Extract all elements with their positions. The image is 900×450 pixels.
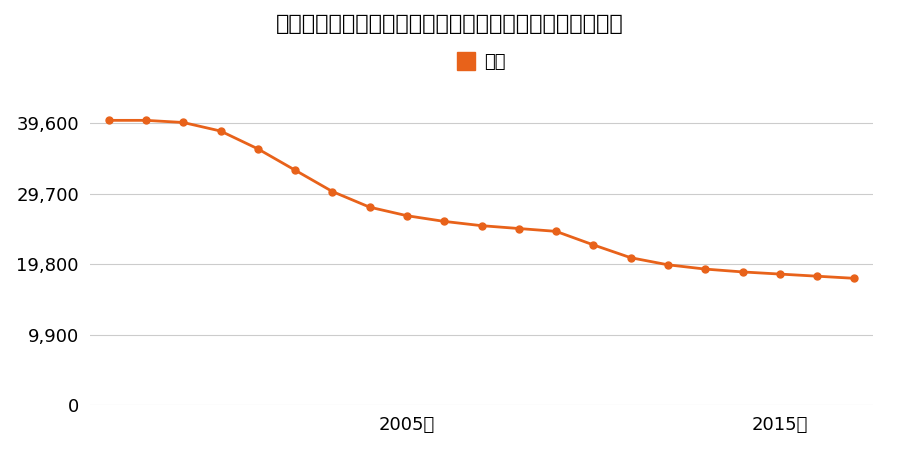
Text: 埼玉県秩父郡長瀞町大字井戸字岩下９００番２の地価推移: 埼玉県秩父郡長瀞町大字井戸字岩下９００番２の地価推移 xyxy=(276,14,624,33)
Legend: 価格: 価格 xyxy=(457,53,506,71)
